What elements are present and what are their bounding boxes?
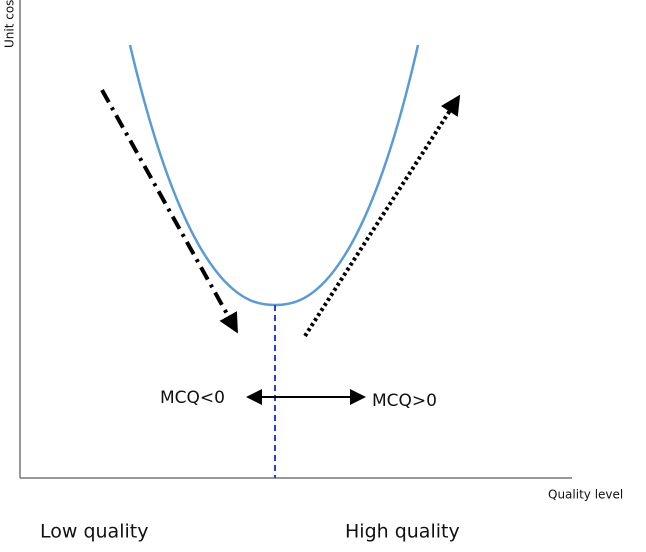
right-arrow-label: MCQ>0 xyxy=(372,391,437,411)
y-axis-label: Unit cost xyxy=(3,0,17,48)
right-caption: High quality xyxy=(345,521,460,543)
decreasing-arrow xyxy=(100,89,238,334)
left-arrow-label: MCQ<0 xyxy=(160,388,225,408)
increasing-arrow xyxy=(303,94,461,338)
cost-curve xyxy=(128,44,420,307)
left-caption: Low quality xyxy=(40,521,148,543)
x-axis-label: Quality level xyxy=(548,488,623,502)
